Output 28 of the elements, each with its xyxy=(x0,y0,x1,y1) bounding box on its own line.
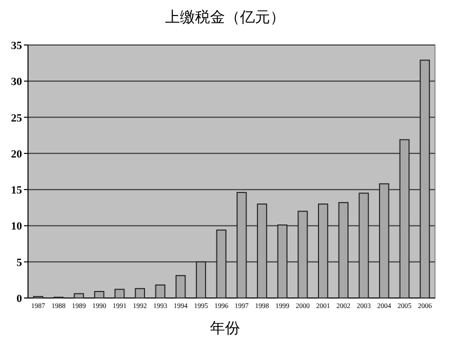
y-tick-label: 5 xyxy=(16,256,22,269)
bar xyxy=(94,290,104,298)
bar xyxy=(277,224,288,298)
bar xyxy=(176,275,186,298)
y-tick-label: 20 xyxy=(11,148,22,160)
bar xyxy=(399,139,410,298)
bar xyxy=(216,230,226,298)
chart-title: 上缴税金（亿元） xyxy=(165,9,285,26)
bar xyxy=(298,210,308,298)
y-tick-label: 10 xyxy=(11,220,22,233)
bar xyxy=(196,261,206,298)
bar xyxy=(155,284,166,298)
y-tick-label: 25 xyxy=(11,112,22,124)
bar xyxy=(134,288,146,298)
bar xyxy=(74,293,84,298)
bar xyxy=(338,202,349,298)
bar xyxy=(358,192,369,298)
bar xyxy=(236,192,247,298)
bar xyxy=(114,288,125,298)
bar xyxy=(318,204,328,298)
bar xyxy=(420,60,430,298)
x-axis-title: 年份 xyxy=(210,320,240,337)
bar xyxy=(256,204,268,298)
y-tick-label: 35 xyxy=(11,40,22,52)
bar xyxy=(379,183,390,298)
y-tick-label: 0 xyxy=(16,293,22,305)
y-tick-label: 30 xyxy=(11,76,22,88)
y-tick-label: 15 xyxy=(11,184,22,197)
